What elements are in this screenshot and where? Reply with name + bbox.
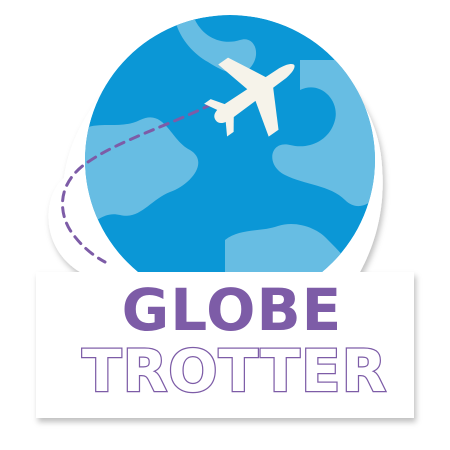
title-trotter: TROTTER: [81, 337, 388, 405]
airplane-icon: [204, 57, 295, 137]
land-top-right: [272, 60, 375, 206]
land-left: [85, 117, 199, 235]
land-top: [175, 20, 257, 74]
land-bottom-right: [225, 223, 355, 275]
globe-icon: [85, 15, 375, 305]
title-globe: GLOBE: [121, 276, 343, 344]
dashed-flight-path: [61, 102, 214, 264]
title-banner: [62, 272, 404, 418]
